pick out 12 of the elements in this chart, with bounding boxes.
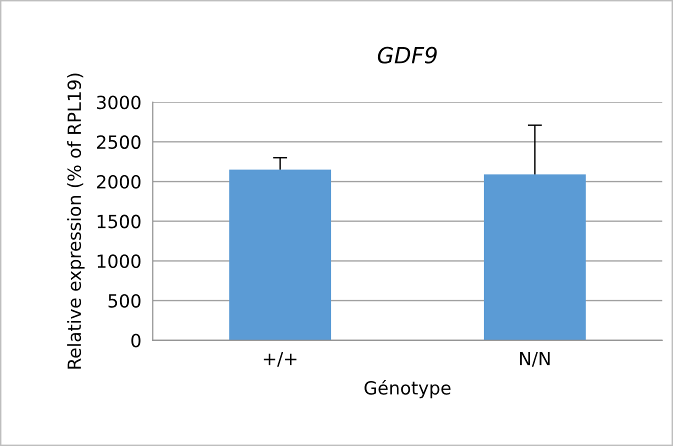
y-tick-label: 1000 (98, 254, 140, 268)
x-axis-title: Génotype (364, 380, 450, 398)
chart-title: GDF9 (378, 46, 437, 64)
y-tick-label: 1500 (98, 214, 140, 228)
y-tick-label: 3000 (97, 96, 140, 110)
y-tick-label: 2500 (97, 135, 140, 149)
y-axis-title: Relative expression (% of RPL19) (67, 74, 85, 369)
y-tick-label: 2000 (97, 174, 140, 189)
x-tick-label: N/N (520, 352, 550, 367)
y-tick-label: 0 (131, 334, 140, 348)
y-tick-label: 500 (108, 294, 140, 308)
x-tick-label: +/+ (264, 352, 296, 367)
